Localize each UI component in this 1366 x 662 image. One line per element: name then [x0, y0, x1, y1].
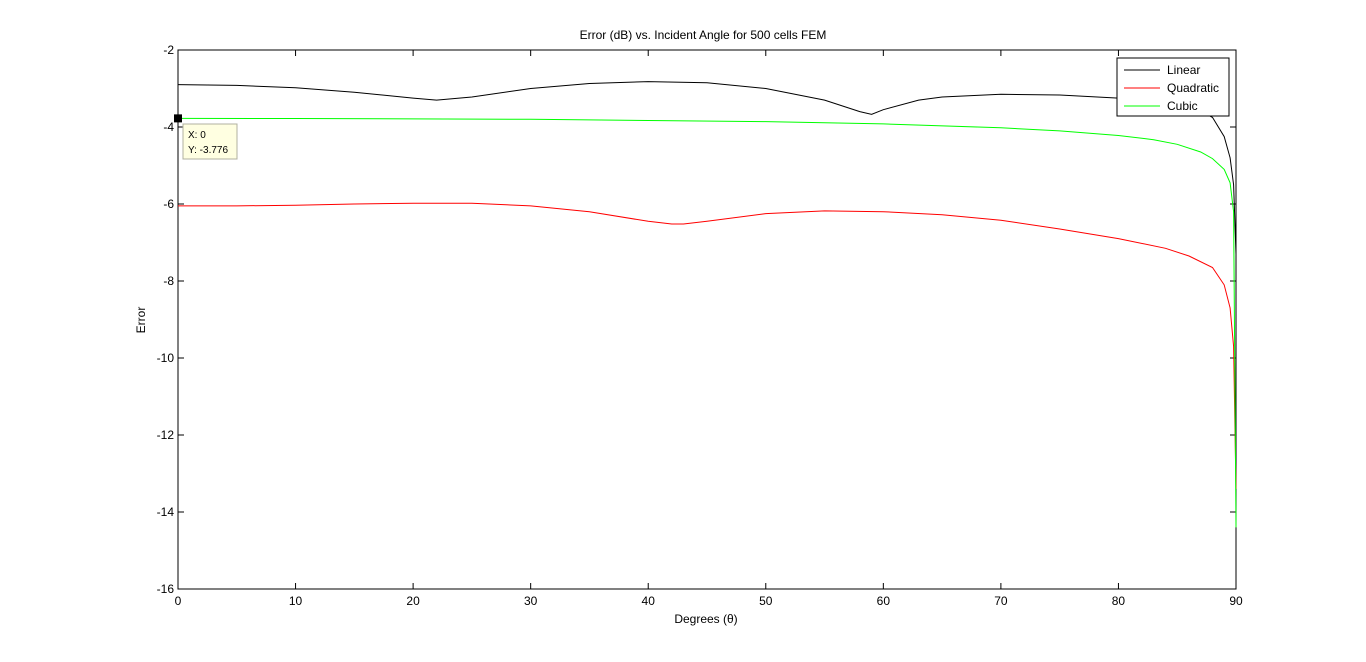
- x-tick-label: 10: [289, 594, 303, 608]
- y-tick-label: -12: [157, 428, 175, 442]
- datatip-x-text: X: 0: [188, 130, 206, 141]
- datatip-box: [182, 123, 238, 160]
- x-tick-label: 0: [175, 594, 182, 608]
- series-line-quadratic: [178, 202, 1237, 489]
- datatip-y-text: Y: -3.776: [188, 145, 228, 156]
- x-tick-label: 50: [759, 594, 773, 608]
- plot-box: [177, 49, 1237, 590]
- y-axis: -2 -4 -6 -8 -10 -12 -14 -16: [157, 43, 1236, 596]
- chart-title: Error (dB) vs. Incident Angle for 500 ce…: [580, 28, 827, 42]
- legend-label-cubic: Cubic: [1167, 99, 1198, 113]
- y-tick-label: -6: [163, 197, 174, 211]
- y-tick-label: -14: [157, 505, 175, 519]
- series-line-linear: [177, 81, 1237, 255]
- x-axis: 0 10 20 30 40 50 60 70 80 90: [175, 50, 1243, 608]
- legend[interactable]: Linear Quadratic Cubic: [1116, 57, 1230, 117]
- datatip[interactable]: X: 0 Y: -3.776: [174, 114, 238, 160]
- x-tick-label: 30: [524, 594, 538, 608]
- x-tick-label: 60: [877, 594, 891, 608]
- series-line-cubic: [177, 117, 1237, 528]
- y-tick-label: -4: [163, 120, 174, 134]
- x-tick-label: 80: [1112, 594, 1126, 608]
- legend-label-linear: Linear: [1167, 63, 1200, 77]
- series-lines: [177, 81, 1237, 528]
- x-tick-label: 90: [1229, 594, 1243, 608]
- y-tick-label: -10: [157, 351, 175, 365]
- y-tick-label: -8: [163, 274, 174, 288]
- x-tick-label: 40: [642, 594, 656, 608]
- datatip-marker[interactable]: [174, 114, 182, 123]
- x-tick-label: 70: [994, 594, 1008, 608]
- plot-area: [177, 49, 1237, 590]
- legend-label-quadratic: Quadratic: [1167, 81, 1219, 95]
- y-axis-label: Error: [134, 307, 148, 334]
- y-tick-label: -16: [157, 582, 175, 596]
- y-tick-label: -2: [163, 43, 174, 57]
- x-axis-label: Degrees (θ): [674, 612, 737, 626]
- x-tick-label: 20: [406, 594, 420, 608]
